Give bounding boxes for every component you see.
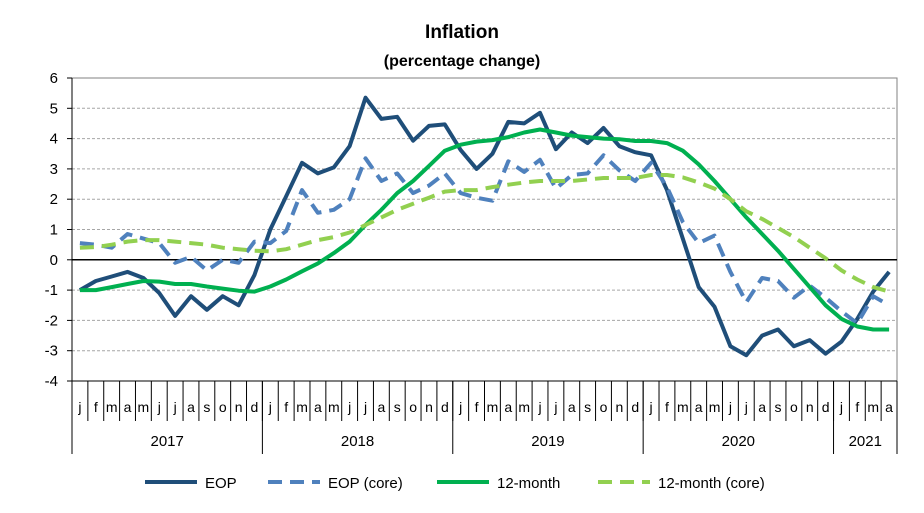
- chart-title: Inflation: [425, 22, 499, 43]
- x-month-label: j: [268, 399, 272, 415]
- y-tick-label: -3: [45, 343, 58, 360]
- x-month-label: m: [487, 399, 499, 415]
- x-month-label: j: [649, 399, 653, 415]
- y-tick-label: 4: [50, 131, 58, 148]
- x-month-label: o: [790, 399, 798, 415]
- x-month-label: j: [347, 399, 351, 415]
- legend-label-1: EOP: [205, 475, 237, 492]
- x-year-label: 2019: [531, 433, 564, 450]
- x-month-label: m: [328, 399, 340, 415]
- series-lines: [78, 95, 891, 358]
- x-month-label: s: [584, 399, 591, 415]
- x-month-label: a: [124, 399, 132, 415]
- x-month-label: m: [709, 399, 721, 415]
- series-line-3: [79, 127, 890, 332]
- x-month-label: d: [631, 399, 639, 415]
- x-month-label: n: [235, 399, 243, 415]
- legend-label-2: EOP (core): [328, 475, 403, 492]
- x-month-label: o: [600, 399, 608, 415]
- x-month-label: j: [553, 399, 557, 415]
- x-month-label: d: [441, 399, 449, 415]
- x-month-label: f: [665, 399, 669, 415]
- y-tick-label: -4: [45, 373, 58, 390]
- series-line-2: [79, 153, 891, 326]
- x-month-label: s: [394, 399, 401, 415]
- legend: EOP EOP (core) 12-month 12-month (core): [145, 475, 765, 492]
- x-month-label: j: [173, 399, 177, 415]
- x-month-label: a: [885, 399, 893, 415]
- x-month-label: a: [758, 399, 766, 415]
- gridlines: [71, 77, 898, 382]
- x-month-label: m: [138, 399, 150, 415]
- x-month-label: a: [695, 399, 703, 415]
- x-year-label: 2020: [722, 433, 755, 450]
- x-month-label: a: [377, 399, 385, 415]
- y-tick-label: 0: [50, 252, 58, 269]
- x-month-label: n: [615, 399, 623, 415]
- x-month-label: f: [855, 399, 859, 415]
- x-month-label: o: [409, 399, 417, 415]
- y-tick-label: -1: [45, 282, 58, 299]
- x-month-label: m: [106, 399, 118, 415]
- x-year-label: 2017: [151, 433, 184, 450]
- x-month-label: j: [458, 399, 462, 415]
- x-month-label: j: [537, 399, 541, 415]
- series-line-1: [78, 95, 891, 358]
- y-tick-label: 3: [50, 161, 58, 178]
- y-tick-label: 6: [50, 70, 58, 87]
- x-year-label: 2021: [849, 433, 882, 450]
- x-month-label: m: [677, 399, 689, 415]
- chart-subtitle: (percentage change): [384, 53, 540, 70]
- x-month-label: s: [775, 399, 782, 415]
- x-month-label: n: [806, 399, 814, 415]
- x-month-label: a: [504, 399, 512, 415]
- x-month-label: s: [203, 399, 210, 415]
- x-month-label: a: [314, 399, 322, 415]
- legend-label-3: 12-month: [497, 475, 560, 492]
- x-month-label: a: [187, 399, 195, 415]
- x-month-label: j: [77, 399, 81, 415]
- x-month-label: f: [475, 399, 479, 415]
- series-line-4: [79, 173, 890, 294]
- y-tick-label: -2: [45, 312, 58, 329]
- x-month-label: m: [867, 399, 879, 415]
- y-tick-label: 2: [50, 191, 58, 208]
- x-month-label: j: [744, 399, 748, 415]
- x-month-label: j: [728, 399, 732, 415]
- y-tick-label: 5: [50, 100, 58, 117]
- x-month-label: j: [839, 399, 843, 415]
- x-month-label: f: [94, 399, 98, 415]
- x-month-label: j: [157, 399, 161, 415]
- x-month-label: m: [518, 399, 530, 415]
- x-month-label: n: [425, 399, 433, 415]
- x-month-label: d: [822, 399, 830, 415]
- y-tick-label: 1: [50, 222, 58, 239]
- x-month-label: o: [219, 399, 227, 415]
- x-month-label: m: [296, 399, 308, 415]
- x-month-label: d: [251, 399, 259, 415]
- legend-label-4: 12-month (core): [658, 475, 765, 492]
- x-year-label: 2018: [341, 433, 374, 450]
- x-month-label: f: [284, 399, 288, 415]
- x-month-label: j: [363, 399, 367, 415]
- x-month-label: a: [568, 399, 576, 415]
